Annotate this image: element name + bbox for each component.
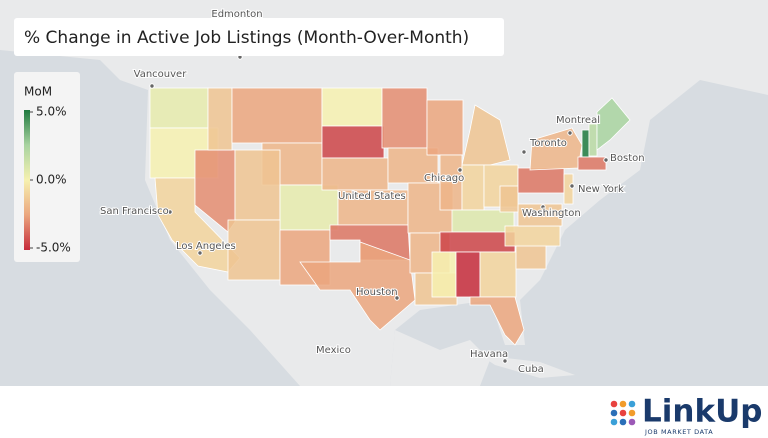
state-region (321, 87, 383, 127)
place-label: Los Angeles (176, 241, 236, 252)
state-region (517, 203, 563, 227)
legend-box (14, 72, 80, 262)
state-region (234, 149, 281, 221)
state-region (588, 123, 598, 157)
place-label: United States (338, 191, 406, 202)
state-region (321, 125, 385, 159)
logo-dot (628, 409, 636, 417)
place-dot (394, 295, 400, 301)
map-title: % Change in Active Job Listings (Month-O… (24, 28, 469, 48)
place-label: Edmonton (211, 9, 262, 20)
logo-dot (628, 418, 636, 426)
state-region (499, 185, 519, 213)
state-region (563, 173, 574, 205)
colorbar-tick-label: 0.0% (36, 173, 67, 187)
place-label: San Francisco (100, 206, 169, 217)
land (390, 330, 490, 386)
logo-name: LinkUp (642, 394, 762, 430)
place-dot (569, 183, 575, 189)
place-label: Havana (470, 349, 508, 360)
state-region (461, 164, 485, 211)
state-region (469, 296, 525, 346)
logo-dot (610, 418, 618, 426)
logo-dot (619, 409, 627, 417)
state-region (299, 241, 416, 331)
colorbar-tick-label: 5.0% (36, 105, 67, 119)
place-label: Montreal (556, 115, 600, 126)
place-label: Toronto (529, 138, 567, 149)
place-dot (502, 358, 508, 364)
colorbar (24, 110, 30, 250)
place-label: Vancouver (134, 69, 188, 80)
place-label: Chicago (424, 173, 464, 184)
place-dot (567, 130, 573, 136)
state-region (279, 184, 339, 231)
place-dot (521, 149, 527, 155)
state-region (577, 156, 607, 171)
place-dot (603, 157, 609, 163)
state-region (231, 87, 323, 144)
state-region (529, 127, 583, 171)
place-dot (197, 250, 203, 256)
title-box (14, 18, 504, 56)
logo-tagline: JOB MARKET DATA (644, 428, 713, 436)
state-region (337, 189, 409, 226)
state-region (581, 129, 590, 158)
state-region (227, 219, 281, 281)
state-region (596, 97, 631, 151)
place-label: Cuba (518, 364, 544, 375)
place-label: New York (578, 184, 624, 195)
state-region (321, 157, 389, 191)
place-dot (457, 167, 463, 173)
state-region (381, 87, 428, 149)
place-dot (167, 209, 173, 215)
state-region (207, 87, 233, 151)
state-region (515, 244, 547, 270)
place-label: Mexico (316, 345, 351, 356)
place-dot (149, 83, 155, 89)
colorbar-tick-label: -5.0% (36, 241, 71, 255)
logo-dot (619, 400, 627, 408)
legend-title: MoM (24, 85, 52, 99)
state-region (517, 167, 565, 194)
logo-dot (610, 409, 618, 417)
state-region (426, 99, 464, 156)
place-dot (540, 204, 546, 210)
state-region (479, 251, 517, 298)
state-region (431, 251, 457, 298)
footer (0, 386, 768, 438)
place-label: Boston (610, 153, 645, 164)
state-region (504, 225, 561, 247)
logo-dot (628, 400, 636, 408)
state-region (455, 251, 481, 298)
logo-dot (619, 418, 627, 426)
state-region (439, 231, 516, 253)
place-label: Houston (356, 287, 398, 298)
logo-dot (610, 400, 618, 408)
state-region (149, 87, 209, 129)
place-label: Washington (522, 208, 581, 219)
